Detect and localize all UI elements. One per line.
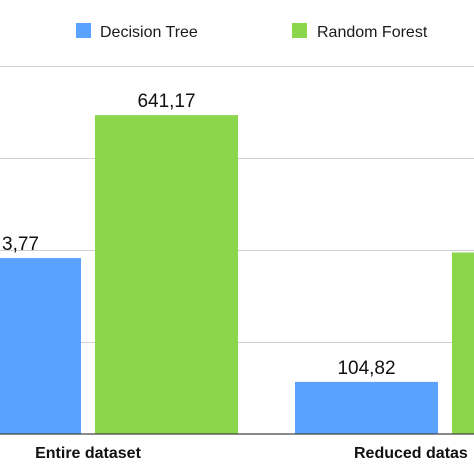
category-labels: Entire dataset Reduced datas xyxy=(35,445,468,462)
value-label-random-forest-entire-dataset: 641,17 xyxy=(137,91,195,112)
category-label-entire-dataset: Entire dataset xyxy=(35,445,141,462)
bar-random-forest-reduced-datas xyxy=(452,252,474,434)
value-label-decision-tree-reduced-datas: 104,82 xyxy=(337,358,395,379)
legend-swatch-random-forest xyxy=(292,23,307,38)
legend-label-decision-tree: Decision Tree xyxy=(100,24,198,41)
category-label-reduced-dataset: Reduced datas xyxy=(354,445,468,462)
value-labels: 3,77 641,17 104,82 xyxy=(2,91,396,379)
legend-label-random-forest: Random Forest xyxy=(317,24,428,41)
bar-random-forest-entire-dataset xyxy=(95,115,238,434)
bars xyxy=(0,115,474,434)
bar-decision-tree-reduced-datas xyxy=(295,381,438,434)
legend-swatch-decision-tree xyxy=(76,23,91,38)
bar-decision-tree-entire-dataset xyxy=(0,258,81,434)
legend: Decision Tree Random Forest xyxy=(76,23,428,41)
value-label-decision-tree-entire-dataset: 3,77 xyxy=(2,234,39,255)
